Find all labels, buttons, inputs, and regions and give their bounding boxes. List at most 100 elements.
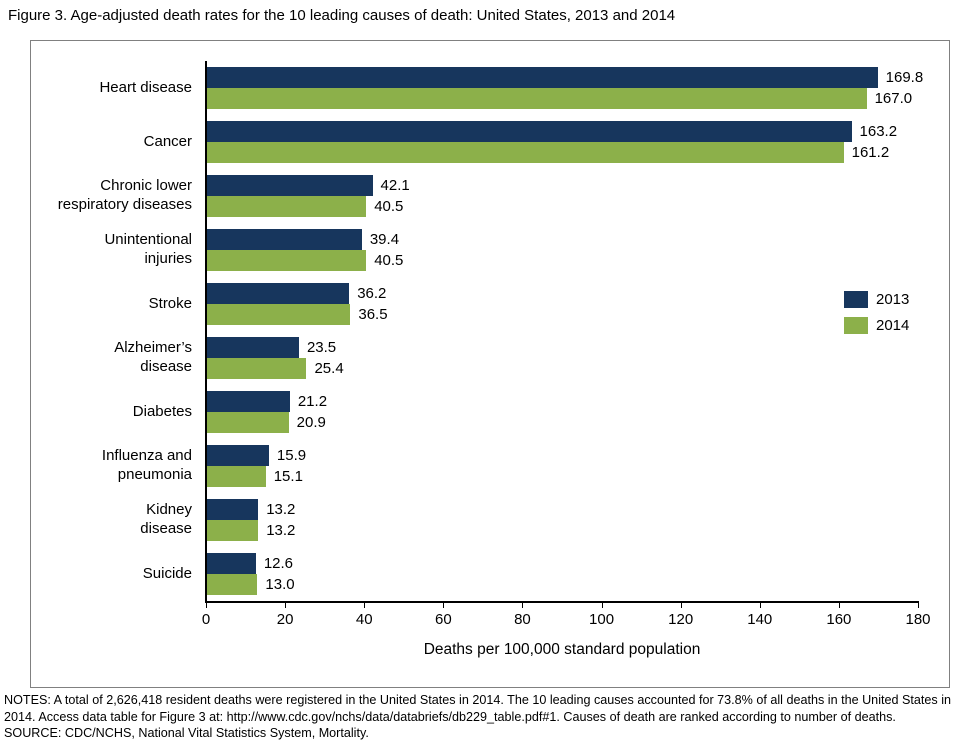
value-label: 163.2 — [859, 123, 898, 140]
bar-group: Alzheimer’s disease 23.5 25.4 — [31, 337, 918, 379]
bar-pair: 15.9 15.1 — [206, 445, 918, 487]
bar-2013 — [206, 445, 269, 466]
bar-line: 15.1 — [206, 466, 918, 487]
x-axis-line — [205, 601, 919, 603]
bar-2014 — [206, 412, 289, 433]
bar-group: Unintentional injuries 39.4 40.5 — [31, 229, 918, 271]
bar-group: Suicide 12.6 13.0 — [31, 553, 918, 595]
bar-2013 — [206, 67, 878, 88]
bar-2013 — [206, 121, 852, 142]
bar-2014 — [206, 304, 351, 325]
tick-mark — [443, 603, 445, 608]
value-label: 13.2 — [266, 522, 296, 539]
bar-line: 42.1 — [206, 175, 918, 196]
bar-pair: 12.6 13.0 — [206, 553, 918, 595]
category-label: Diabetes — [132, 402, 192, 420]
bar-2013 — [206, 175, 373, 196]
bar-group: Stroke 36.2 36.5 — [31, 283, 918, 325]
tick-label: 0 — [201, 611, 211, 628]
bar-group: Kidney disease 13.2 13.2 — [31, 499, 918, 541]
legend-swatch-2014 — [844, 317, 868, 334]
bar-pair: 36.2 36.5 — [206, 283, 918, 325]
bar-line: 40.5 — [206, 250, 918, 271]
legend: 2013 2014 — [844, 291, 909, 334]
bar-2014 — [206, 88, 867, 109]
category-label: Chronic lower respiratory diseases — [57, 177, 192, 213]
bar-rows: Heart disease 169.8 167.0 Cancer 163.2 161.2 C… — [31, 61, 923, 601]
bar-line: 23.5 — [206, 337, 918, 358]
bar-2013 — [206, 283, 350, 304]
bar-2014 — [206, 196, 367, 217]
tick-mark — [838, 603, 840, 608]
tick-mark — [285, 603, 287, 608]
bar-line: 167.0 — [206, 88, 918, 109]
category-label: Stroke — [148, 294, 192, 312]
figure-title: Figure 3. Age-adjusted death rates for t… — [8, 7, 676, 24]
bar-pair: 42.1 40.5 — [206, 175, 918, 217]
legend-swatch-2013 — [844, 291, 868, 308]
tick-label: 40 — [355, 611, 373, 628]
bar-2013 — [206, 337, 299, 358]
bar-2014 — [206, 142, 844, 163]
tick-mark — [364, 603, 366, 608]
bar-2014 — [206, 358, 307, 379]
bar-pair: 13.2 13.2 — [206, 499, 918, 541]
category-label: Unintentional injuries — [104, 231, 192, 267]
bar-group: Heart disease 169.8 167.0 — [31, 67, 923, 109]
tick-mark — [206, 603, 207, 608]
chart-area: Heart disease 169.8 167.0 Cancer 163.2 161.2 C… — [30, 40, 950, 688]
bar-2013 — [206, 229, 362, 250]
bar-line: 163.2 — [206, 121, 918, 142]
bar-line: 36.5 — [206, 304, 918, 325]
bar-line: 12.6 — [206, 553, 918, 574]
x-axis-title: Deaths per 100,000 standard population — [423, 641, 701, 658]
value-label: 23.5 — [306, 339, 337, 356]
bar-2013 — [206, 391, 290, 412]
bar-pair: 23.5 25.4 — [206, 337, 918, 379]
category-label: Alzheimer’s disease — [114, 339, 192, 375]
bar-group: Diabetes 21.2 20.9 — [31, 391, 918, 433]
value-label: 25.4 — [314, 360, 344, 377]
value-label: 20.9 — [296, 414, 326, 431]
tick-mark — [759, 603, 761, 608]
bar-pair: 39.4 40.5 — [206, 229, 918, 271]
category-label: Suicide — [142, 564, 192, 582]
bar-group: Cancer 163.2 161.2 — [31, 121, 918, 163]
tick-mark — [918, 603, 919, 608]
bar-line: 36.2 — [206, 283, 918, 304]
value-label: 13.0 — [265, 576, 295, 593]
bar-2013 — [206, 553, 256, 574]
bar-line: 13.2 — [206, 520, 918, 541]
bar-line: 13.0 — [206, 574, 918, 595]
bar-line: 25.4 — [206, 358, 918, 379]
notes-block: NOTES: A total of 2,626,418 resident dea… — [4, 692, 956, 742]
value-label: 36.5 — [358, 306, 388, 323]
bar-pair: 21.2 20.9 — [206, 391, 918, 433]
bar-2014 — [206, 466, 266, 487]
bar-line: 21.2 — [206, 391, 918, 412]
legend-label: 2014 — [876, 317, 910, 334]
bar-line: 40.5 — [206, 196, 918, 217]
bar-group: Chronic lower respiratory diseases 42.1 40… — [31, 175, 918, 217]
value-label: 15.9 — [276, 447, 307, 464]
category-label: Heart disease — [99, 78, 192, 96]
bar-line: 39.4 — [206, 229, 918, 250]
value-label: 161.2 — [851, 144, 890, 161]
value-label: 167.0 — [874, 90, 913, 107]
bar-pair: 163.2 161.2 — [206, 121, 918, 163]
tick-label: 120 — [668, 611, 694, 628]
tick-label: 80 — [514, 611, 531, 628]
bar-group: Influenza and pneumonia 15.9 15.1 — [31, 445, 918, 487]
legend-label: 2013 — [876, 291, 910, 308]
legend-item: 2014 — [844, 317, 909, 334]
bar-line: 169.8 — [206, 67, 923, 88]
tick-label: 180 — [905, 611, 931, 628]
source-text: SOURCE: CDC/NCHS, National Vital Statist… — [4, 726, 369, 741]
category-label: Cancer — [143, 132, 192, 150]
value-label: 36.2 — [357, 285, 387, 302]
value-label: 39.4 — [369, 231, 400, 248]
value-label: 15.1 — [273, 468, 303, 485]
value-label: 21.2 — [297, 393, 328, 410]
notes-text: NOTES: A total of 2,626,418 resident dea… — [4, 693, 951, 724]
